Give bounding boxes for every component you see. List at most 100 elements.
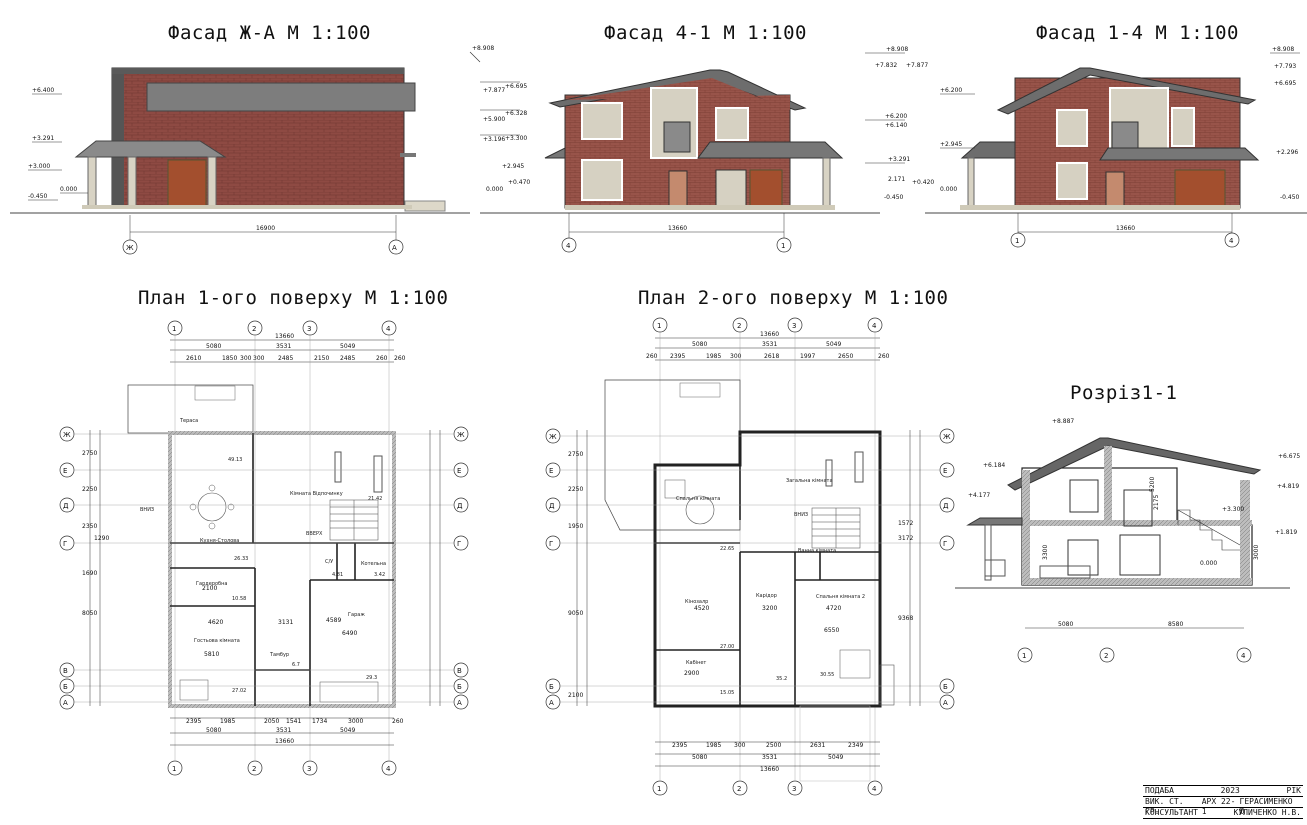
dimension: 2900 xyxy=(684,670,699,677)
axis-marker: 4 xyxy=(566,242,571,250)
room-label: Тераса xyxy=(179,418,198,424)
level-mark: +3.291 xyxy=(888,156,910,163)
axis-marker: Г xyxy=(549,540,553,548)
dimension: 300 xyxy=(730,353,742,360)
dimension: 5080 xyxy=(206,343,221,350)
dimension: 5080 xyxy=(1058,621,1073,628)
level-mark: -0.450 xyxy=(884,194,904,201)
level-mark: +2.945 xyxy=(502,163,524,170)
axis-marker: Е xyxy=(457,467,461,475)
facade-14: +8.908 +7.793 +6.695 +6.200 +2.945 +2.29… xyxy=(925,46,1307,248)
level-mark: +3.300 xyxy=(505,135,527,142)
axis-marker: 2 xyxy=(737,785,741,793)
facade-14-title: Фасад 1-4 М 1:100 xyxy=(1036,22,1239,44)
facade-41-width: 13660 xyxy=(668,225,687,232)
dimension: 5049 xyxy=(826,341,841,348)
level-mark: +3.291 xyxy=(32,135,54,142)
dimension: 3200 xyxy=(762,605,777,612)
plan1-total-bottom: 13660 xyxy=(275,738,294,745)
section-levels: +8.887 +6.675 +6.184 +4.819 +4.177 +3.30… xyxy=(968,418,1300,567)
dimension: 2100 xyxy=(202,585,217,592)
axis-marker: 1 xyxy=(172,765,176,773)
axis-marker: Ж xyxy=(549,433,557,441)
room-label: Гардеробна xyxy=(196,581,227,587)
dimension: 260 xyxy=(646,353,658,360)
dimension: 1572 xyxy=(898,520,913,527)
dimension: 2250 xyxy=(82,486,97,493)
axis-marker: 1 xyxy=(1022,652,1026,660)
dimension: 1985 xyxy=(706,353,721,360)
dimension: 3300 xyxy=(1042,545,1049,560)
room-label: Гостьова кімната xyxy=(194,638,240,644)
dimension: 2485 xyxy=(340,355,355,362)
dimension: 5049 xyxy=(340,727,355,734)
axis-marker: 4 xyxy=(1241,652,1246,660)
axis-marker: 1 xyxy=(172,325,176,333)
axis-marker: 1 xyxy=(657,322,661,330)
dimension: 8050 xyxy=(82,610,97,617)
room-label: С/У xyxy=(325,559,333,565)
room-label: Кухня-Столова xyxy=(200,538,239,544)
axis-marker: А xyxy=(549,699,554,707)
dimension: 2395 xyxy=(670,353,685,360)
level-mark: +1.819 xyxy=(1275,529,1297,536)
level-mark: +2.945 xyxy=(940,141,962,148)
dimension: 4720 xyxy=(826,605,841,612)
dimension: 3531 xyxy=(762,341,777,348)
level-mark: +7.877 xyxy=(483,87,505,94)
dimension: 2650 xyxy=(838,353,853,360)
room-label: Карідор xyxy=(756,593,777,599)
axis-marker: А xyxy=(943,699,948,707)
dimension: 1985 xyxy=(220,718,235,725)
facade-zha-levels: +8.908 +6.400 +3.291 +3.000 0.000 -0.450 xyxy=(28,45,494,201)
axis-marker: 4 xyxy=(1229,237,1234,245)
dimension: 5080 xyxy=(206,727,221,734)
level-mark: 0.000 xyxy=(940,186,957,193)
area-value: 4.81 xyxy=(332,572,343,578)
room-label: Загальна кімната xyxy=(786,478,833,484)
area-value: 29.3 xyxy=(366,675,377,681)
axis-marker: Е xyxy=(63,467,67,475)
plan2-total-bottom: 13660 xyxy=(760,766,779,773)
level-mark: +5.900 xyxy=(483,116,505,123)
facade-zha-title: Фасад Ж-А М 1:100 xyxy=(168,22,371,44)
area-value: 15.05 xyxy=(720,690,734,696)
level-mark: +6.695 xyxy=(505,83,527,90)
level-mark: 0.000 xyxy=(60,186,77,193)
area-value: 27.00 xyxy=(720,644,734,650)
dimension: 1690 xyxy=(82,570,97,577)
dimension: 2631 xyxy=(810,742,825,749)
axis-marker: Г xyxy=(943,540,947,548)
title-block-row: КОНСУЛЬТАНТ КУЛИЧЕНКО Н.В. xyxy=(1143,808,1303,819)
axis-marker: Г xyxy=(457,540,461,548)
room-label: Котельна xyxy=(361,561,386,567)
facade-14-levels: +8.908 +7.793 +6.695 +6.200 +2.945 +2.29… xyxy=(940,46,1300,201)
axis-marker: 3 xyxy=(307,325,311,333)
dimension: 2395 xyxy=(186,718,201,725)
title-block-row: ВИК. СТ. ГР. АРХ 22-1 ГЕРАСИМЕНКО Ю xyxy=(1143,797,1303,816)
plan1-bottom-axes: 1 2 3 4 xyxy=(167,760,397,776)
area-value: 30.55 xyxy=(820,672,834,678)
axis-marker: Б xyxy=(63,683,68,691)
level-mark: +7.877 xyxy=(906,62,928,69)
level-mark: +2.296 xyxy=(1276,149,1298,156)
dimension: 4520 xyxy=(694,605,709,612)
axis-marker: Б xyxy=(549,683,554,691)
level-mark: +4.177 xyxy=(968,492,990,499)
room-label: Кімната Відпочинку xyxy=(290,491,343,497)
axis-marker: 3 xyxy=(792,785,796,793)
axis-marker: 2 xyxy=(737,322,741,330)
dimension: 6490 xyxy=(342,630,357,637)
facade-zha: +8.908 +6.400 +3.291 +3.000 0.000 -0.450… xyxy=(10,45,494,255)
dimension: 3172 xyxy=(898,535,913,542)
dimension: 2610 xyxy=(186,355,201,362)
dimension: 2618 xyxy=(764,353,779,360)
plan2-total: 13660 xyxy=(760,331,779,338)
axis-marker: А xyxy=(392,244,397,252)
axis-marker: Б xyxy=(943,683,948,691)
axis-marker: 2 xyxy=(252,325,256,333)
dimension: 5049 xyxy=(340,343,355,350)
level-mark: +7.793 xyxy=(1274,63,1296,70)
dimension: 3531 xyxy=(762,754,777,761)
axis-marker: 1 xyxy=(781,242,785,250)
